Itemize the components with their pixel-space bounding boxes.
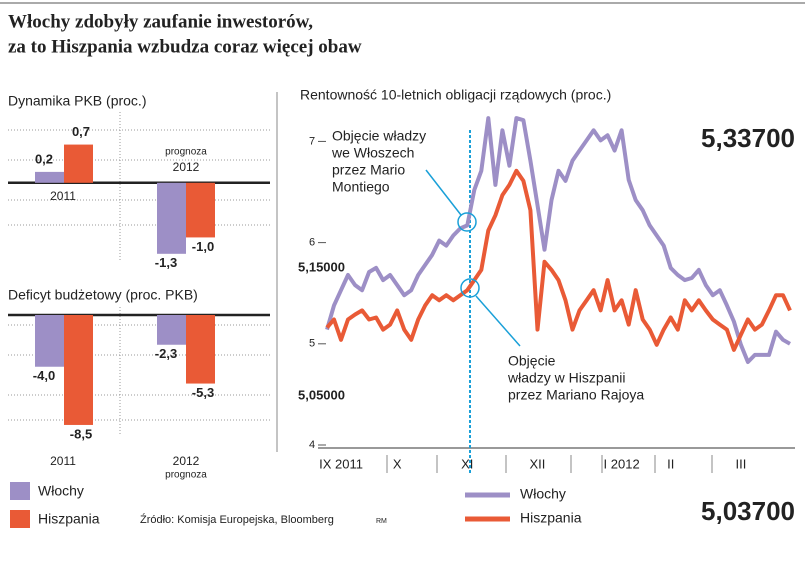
x-tick-label: IX 2011 [319,456,363,471]
category-label: 2011 [50,454,76,468]
bar [35,171,64,183]
value-label: -4,0 [33,368,55,383]
bar [64,315,93,425]
category-note: prognoza [165,147,207,158]
source: Źródło: Komisja Europejska, Bloomberg [140,513,334,526]
credit: RM [376,518,387,525]
bar [64,144,93,183]
callout: 5,33700 [701,123,795,153]
y-tick-label: 7 [309,135,315,147]
annotation: Objęcie [508,353,556,369]
legend-label: Hiszpania [520,510,582,526]
chart-title: Dynamika PKB (proc.) [8,93,146,109]
leader [475,295,521,347]
leader [425,169,462,216]
annotation: władzy w Hiszpanii [507,370,625,386]
chart-title: Deficyt budżetowy (proc. PKB) [8,287,198,303]
x-tick-label: XII [530,456,546,471]
value-label: -8,5 [70,426,92,441]
bar [157,315,186,345]
title-line: Włochy zdobyły zaufanie inwestorów, [8,11,313,32]
callout: 5,05000 [298,387,345,402]
x-tick-label: I 2012 [604,456,640,471]
value-label: 0,7 [72,124,90,139]
value-label: -2,3 [155,346,177,361]
bar [157,182,186,254]
series-line [325,168,792,352]
x-tick-label: II [667,456,674,471]
annotation: we Włoszech [331,145,414,161]
y-tick-label: 6 [309,237,315,249]
legend-label: Włochy [520,486,566,502]
category-label: 2012 [173,160,200,174]
callout: 5,03700 [701,496,795,526]
x-tick-label: X [393,456,402,471]
value-label: -5,3 [192,385,214,400]
bar [35,315,64,367]
legend-label: Hiszpania [38,511,100,527]
category-note: prognoza [165,470,207,481]
event-marker [457,212,477,232]
bar [186,315,215,384]
x-tick-label: III [735,456,746,471]
category-label: 2011 [50,189,76,203]
annotation: przez Mario [332,162,405,178]
value-label: -1,0 [192,239,214,254]
title-line: za to Hiszpania wzbudza coraz więcej oba… [8,36,362,57]
annotation: Objęcie władzy [332,128,426,144]
y-tick-label: 4 [309,439,315,451]
chart-title: Rentowność 10-letnich obligacji rządowyc… [300,87,611,103]
legend-swatch [10,510,30,528]
value-label: -1,3 [155,255,177,270]
bar [186,182,215,238]
annotation: Montiego [332,179,390,195]
x-tick-label: XI [461,456,473,471]
legend-label: Włochy [38,483,84,499]
series-line [325,116,791,364]
legend-swatch [10,482,30,500]
callout: 5,15000 [298,259,345,274]
event-marker [460,278,480,298]
value-label: 0,2 [35,151,53,166]
annotation: przez Mariano Rajoya [508,387,644,403]
category-label: 2012 [173,454,200,468]
y-tick-label: 5 [309,338,315,350]
